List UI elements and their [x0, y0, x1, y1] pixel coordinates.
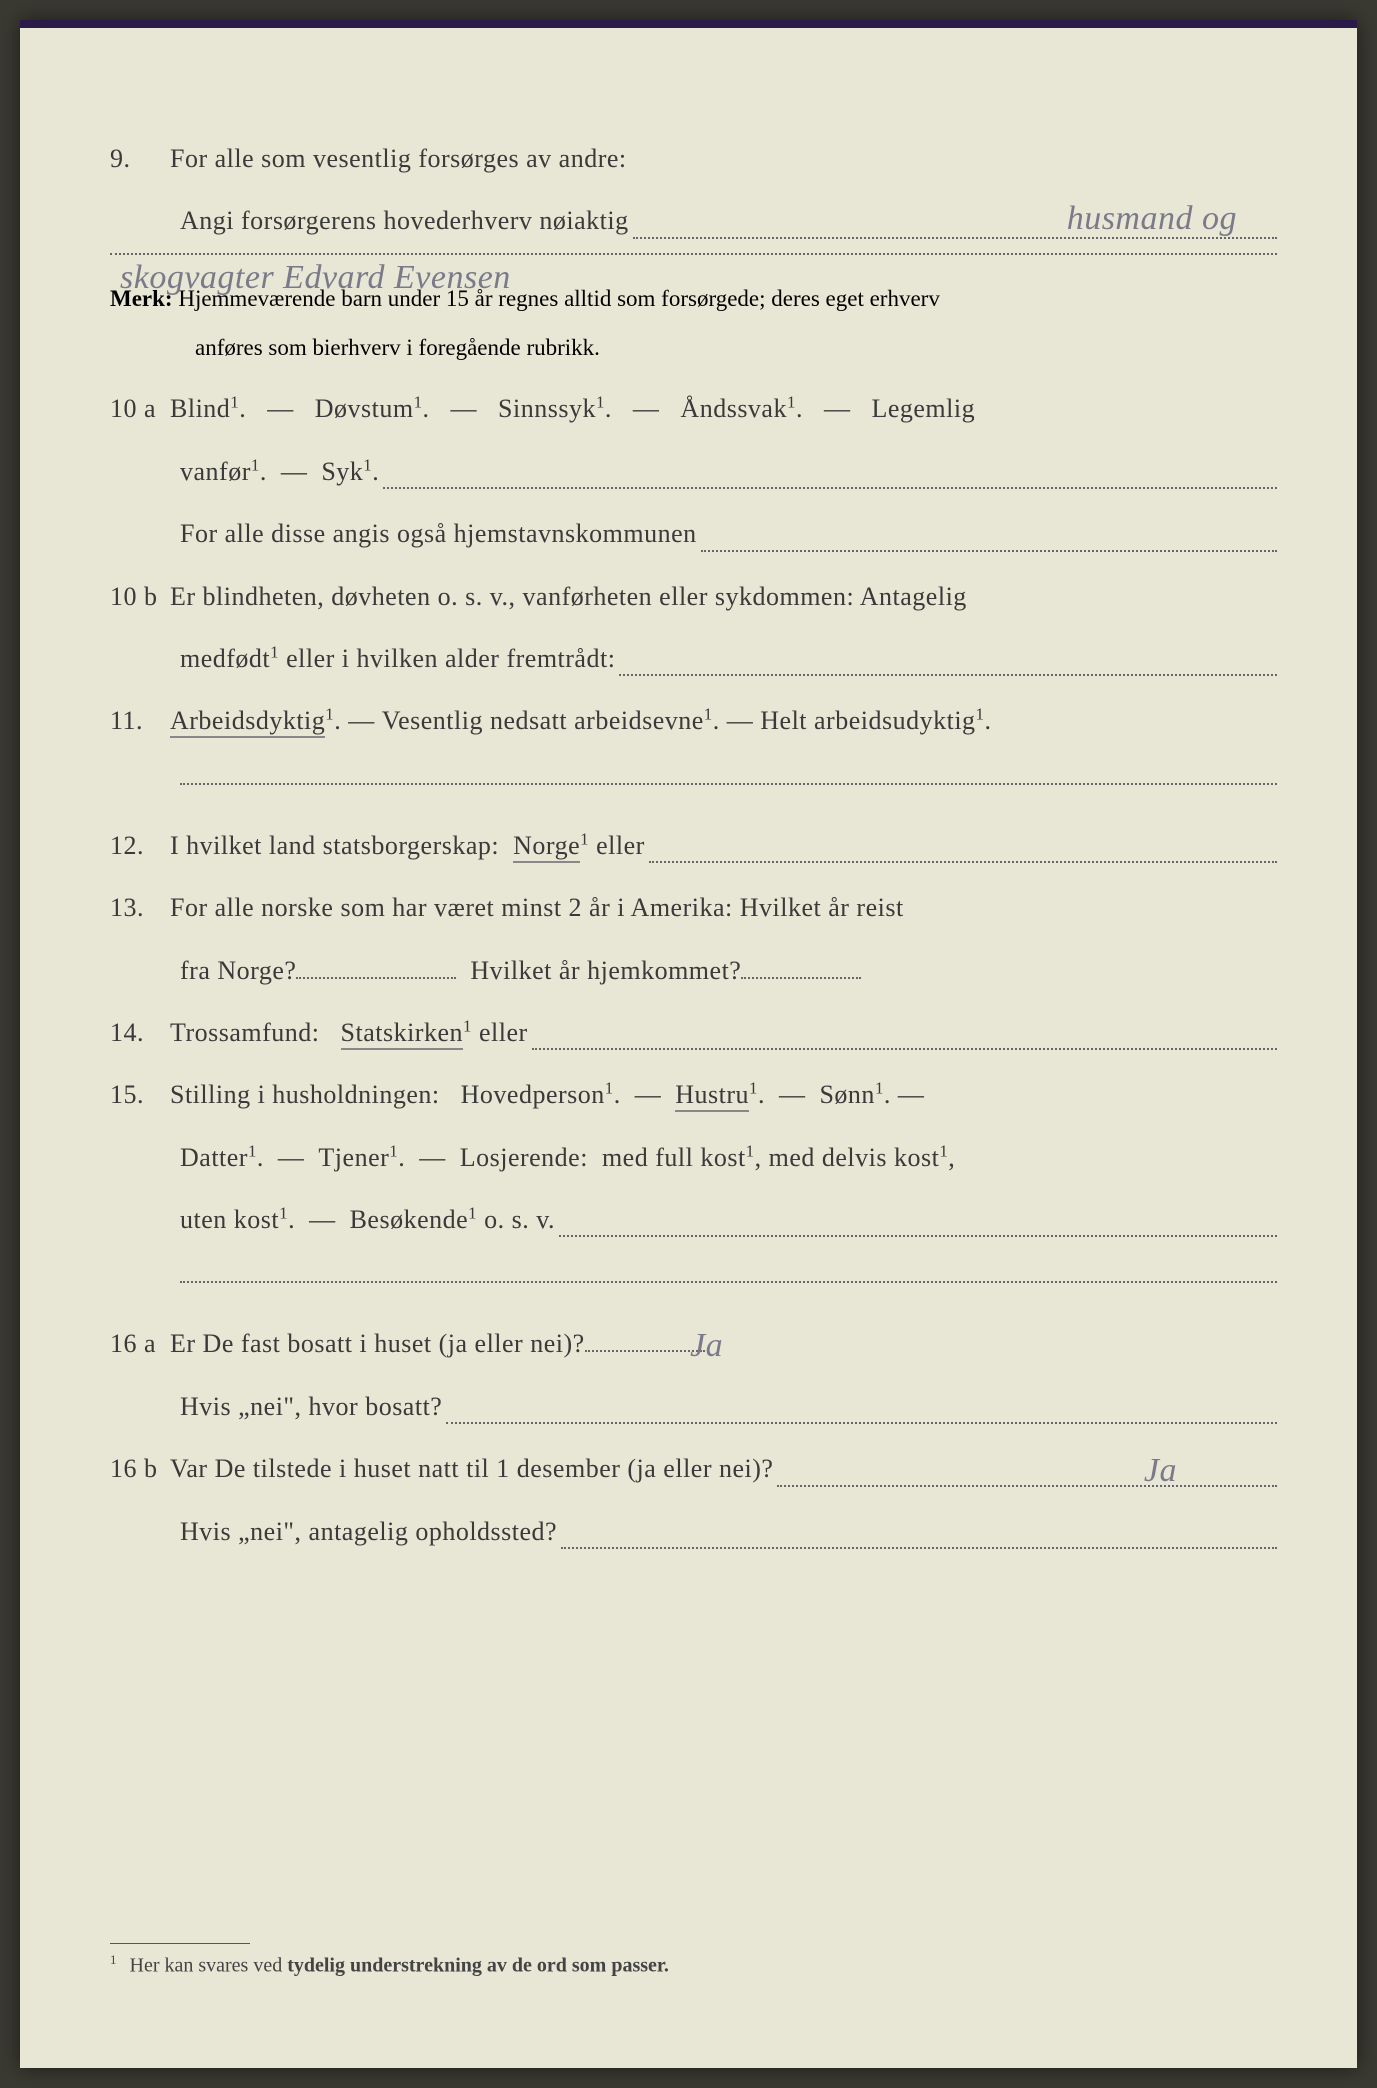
q15-opt5: Tjener	[318, 1143, 389, 1172]
q13-text2: fra Norge?	[180, 956, 296, 985]
q13-blank1	[296, 977, 456, 979]
q14-blank	[532, 1048, 1277, 1050]
q16b-blank1	[777, 1485, 1277, 1487]
q10b-line1: 10 bEr blindheten, døvheten o. s. v., va…	[110, 566, 1277, 628]
q15-text3: o. s. v.	[477, 1205, 555, 1234]
q9-num: 9.	[110, 128, 170, 190]
q10a-opt4: Åndssvak	[680, 394, 787, 423]
q10b-text1: Er blindheten, døvheten o. s. v., vanfør…	[170, 582, 967, 611]
q12-text: I hvilket land statsborgerskap:	[170, 831, 499, 860]
q16b-text2: Hvis „nei", antagelig opholdssted?	[180, 1501, 557, 1563]
q16b-handwriting: Ja	[1144, 1430, 1177, 1512]
q9-text1: For alle som vesentlig forsørges av andr…	[170, 144, 627, 173]
q10a-opt1: Blind	[170, 394, 230, 423]
q12-line: 12.I hvilket land statsborgerskap: Norge…	[110, 815, 1277, 877]
q10a-opt5: Legemlig	[871, 394, 975, 423]
q10b-line2: medfødt1 eller i hvilken alder fremtrådt…	[110, 628, 1277, 690]
q15-num: 15.	[110, 1064, 170, 1126]
q16a-line1: 16 aEr De fast bosatt i huset (ja eller …	[110, 1313, 1277, 1375]
q16a-handwriting: Ja	[690, 1305, 723, 1387]
q12-opt1: Norge	[513, 831, 580, 863]
q15-opt6: med full kost	[602, 1143, 746, 1172]
q13-blank2	[741, 977, 861, 979]
q10a-blank2	[701, 550, 1277, 552]
q9-handwriting2: skogvagter Edvard Evensen	[120, 237, 511, 319]
q15-opt1: Hovedperson	[461, 1080, 605, 1109]
q12-num: 12.	[110, 815, 170, 877]
q15-opt3: Sønn	[819, 1080, 874, 1109]
footnote-num: 1	[110, 1952, 117, 1967]
q15-opt8: uten kost	[180, 1205, 279, 1234]
q11-num: 11.	[110, 690, 170, 752]
q11-opt2: Vesentlig nedsatt arbeidsevne	[382, 706, 704, 735]
q10a-num: 10 a	[110, 378, 170, 440]
q15-line2: Datter1. — Tjener1. — Losjerende: med fu…	[110, 1127, 1277, 1189]
q9-line3: skogvagter Edvard Evensen	[110, 253, 1277, 269]
census-form-page: 9.For alle som vesentlig forsørges av an…	[20, 20, 1357, 2068]
q16a-text2: Hvis „nei", hvor bosatt?	[180, 1376, 442, 1438]
footnote-rule	[110, 1943, 250, 1944]
q10a-text3: For alle disse angis også hjemstavnskomm…	[180, 503, 697, 565]
q16b-num: 16 b	[110, 1438, 170, 1500]
q16a-line2: Hvis „nei", hvor bosatt?	[110, 1376, 1277, 1438]
q10a-opt7: Syk	[321, 457, 363, 486]
q15-opt7: med delvis kost	[769, 1143, 940, 1172]
q15-text2: Losjerende:	[460, 1143, 588, 1172]
q15-opt4: Datter	[180, 1143, 248, 1172]
q14-num: 14.	[110, 1002, 170, 1064]
q10a-line3: For alle disse angis også hjemstavnskomm…	[110, 503, 1277, 565]
footnote: 1 Her kan svares ved tydelig understrekn…	[110, 1952, 1277, 1978]
q13-num: 13.	[110, 877, 170, 939]
q10a-opt6: vanfør	[180, 457, 251, 486]
merk-note2: anføres som bierhverv i foregående rubri…	[110, 330, 1277, 367]
merk-text2: anføres som bierhverv i foregående rubri…	[195, 335, 600, 360]
q10a-opt3: Sinnssyk	[498, 394, 596, 423]
q16a-blank2	[446, 1422, 1277, 1424]
q13-text3: Hvilket år hjemkommet?	[470, 956, 741, 985]
q14-opt1: Statskirken	[341, 1018, 464, 1050]
q11-blank	[180, 783, 1277, 785]
q10b-blank	[619, 674, 1277, 676]
q16b-line1: 16 bVar De tilstede i huset natt til 1 d…	[110, 1438, 1277, 1500]
q16b-text1: Var De tilstede i huset natt til 1 desem…	[170, 1454, 773, 1483]
footnote-text-a: Her kan svares ved	[130, 1955, 288, 1977]
q15-opt2: Hustru	[675, 1080, 749, 1112]
q10a-line2: vanfør1. — Syk1.	[110, 441, 1277, 503]
q13-text1: For alle norske som har været minst 2 år…	[170, 893, 904, 922]
q10a-blank1	[383, 487, 1277, 489]
q16a-text1: Er De fast bosatt i huset (ja eller nei)…	[170, 1329, 585, 1358]
q15-line1: 15.Stilling i husholdningen: Hovedperson…	[110, 1064, 1277, 1126]
q16b-line2: Hvis „nei", antagelig opholdssted?	[110, 1501, 1277, 1563]
q10b-num: 10 b	[110, 566, 170, 628]
q14-line: 14.Trossamfund: Statskirken1 eller	[110, 1002, 1277, 1064]
q15-opt9: Besøkende	[350, 1205, 469, 1234]
q16a-num: 16 a	[110, 1313, 170, 1375]
q10a-opt2: Døvstum	[315, 394, 414, 423]
q14-text: Trossamfund:	[170, 1018, 320, 1047]
q12-text2: eller	[589, 831, 645, 860]
q13-line1: 13.For alle norske som har været minst 2…	[110, 877, 1277, 939]
q16a-blank1	[585, 1350, 705, 1352]
q15-text: Stilling i husholdningen:	[170, 1080, 440, 1109]
q10b-text2a: medfødt	[180, 644, 270, 673]
q11-opt1: Arbeidsdyktig	[170, 706, 325, 738]
q11-line: 11.Arbeidsdyktig1. — Vesentlig nedsatt a…	[110, 690, 1277, 752]
q14-text2: eller	[472, 1018, 528, 1047]
q11-opt3: Helt arbeidsudyktig	[760, 706, 975, 735]
q15-blank2	[180, 1281, 1277, 1283]
q12-blank	[649, 861, 1277, 863]
q15-line3: uten kost1. — Besøkende1 o. s. v.	[110, 1189, 1277, 1251]
q10b-text2b: eller i hvilken alder fremtrådt:	[279, 644, 615, 673]
q15-blank1	[559, 1235, 1277, 1237]
q10a-line1: 10 aBlind1. — Døvstum1. — Sinnssyk1. — Å…	[110, 378, 1277, 440]
q9-handwriting1: husmand og	[1067, 178, 1237, 260]
q13-line2: fra Norge? Hvilket år hjemkommet?	[110, 940, 1277, 1002]
q16b-blank2	[561, 1547, 1277, 1549]
footnote-text-b: tydelig understrekning av de ord som pas…	[287, 1955, 669, 1977]
